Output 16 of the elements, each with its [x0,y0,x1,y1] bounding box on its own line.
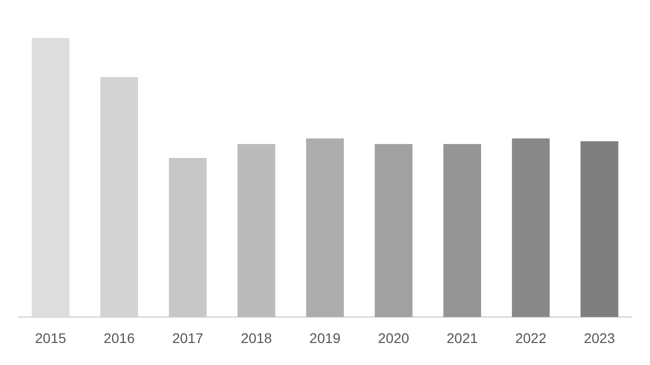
bar [443,144,482,317]
x-tick-label: 2020 [378,330,410,346]
bar [580,141,618,317]
bar [512,138,550,317]
x-tick-label: 2021 [446,330,478,346]
x-tick-label: 2023 [584,330,616,346]
bar [374,144,412,317]
x-tick-label: 2016 [104,330,135,346]
bar [238,144,276,317]
x-tick-label: 2019 [309,330,341,346]
x-tick-label: 2022 [515,330,547,346]
bar [168,158,207,317]
x-tick-label: 2017 [172,330,204,346]
x-tick-label: 2018 [240,330,272,346]
bar [306,138,344,317]
x-tick-label: 2015 [35,330,66,346]
